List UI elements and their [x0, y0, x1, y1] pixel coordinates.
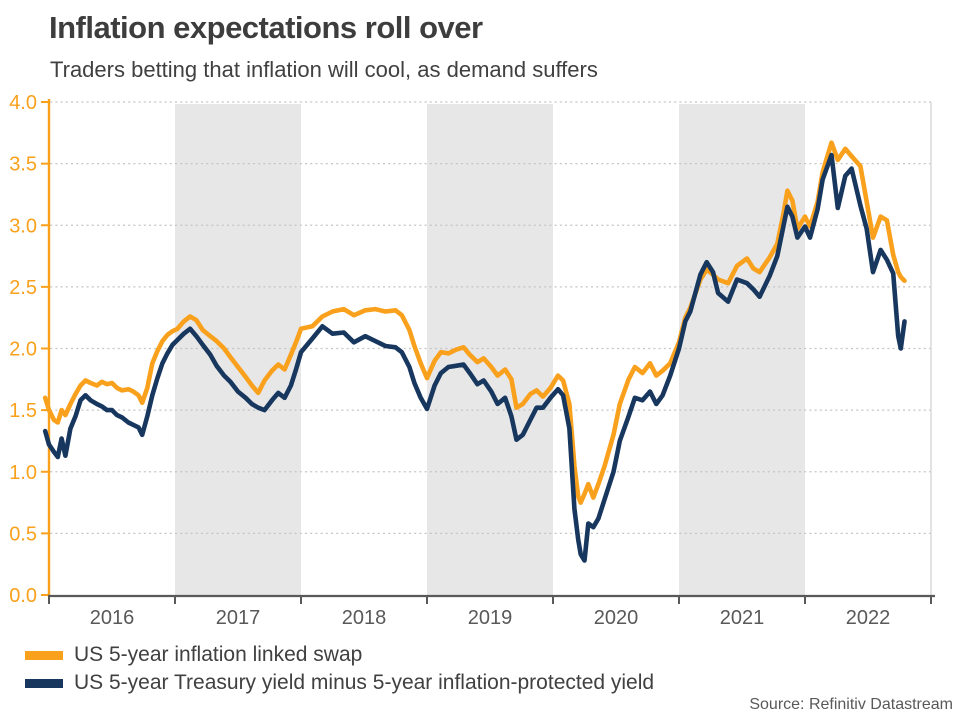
- y-tick-label: 3.0: [9, 215, 37, 237]
- y-tick-label: 0.5: [9, 523, 37, 545]
- x-tick-label: 2020: [594, 607, 639, 629]
- legend-label-breakeven: US 5-year Treasury yield minus 5-year in…: [74, 671, 655, 694]
- legend-item-swap: US 5-year inflation linked swap: [25, 641, 654, 669]
- x-tick-label: 2018: [342, 607, 387, 629]
- y-tick-label: 4.0: [9, 92, 37, 114]
- legend: US 5-year inflation linked swap US 5-yea…: [25, 641, 654, 697]
- chart-title: Inflation expectations roll over: [49, 10, 483, 45]
- x-tick-label: 2017: [216, 607, 261, 629]
- legend-label-swap: US 5-year inflation linked swap: [74, 643, 363, 666]
- y-tick-label: 2.0: [9, 339, 37, 361]
- year-band-2019: [427, 104, 553, 595]
- y-tick-label: 3.5: [9, 154, 37, 176]
- source-note: Source: Refinitiv Datastream: [749, 696, 953, 713]
- x-tick-label: 2022: [846, 607, 891, 629]
- y-tick-label: 0.0: [9, 585, 37, 607]
- y-tick-label: 1.5: [9, 400, 37, 422]
- year-band-2021: [679, 104, 805, 595]
- series-line-breakeven: [42, 152, 907, 563]
- legend-swatch-breakeven: [25, 678, 63, 688]
- x-tick-label: 2021: [720, 607, 765, 629]
- chart-subtitle: Traders betting that inflation will cool…: [50, 57, 598, 82]
- year-band-2017: [175, 104, 301, 595]
- y-tick-label: 1.0: [9, 462, 37, 484]
- y-tick-label: 2.5: [9, 277, 37, 299]
- legend-item-breakeven: US 5-year Treasury yield minus 5-year in…: [25, 669, 654, 697]
- x-tick-label: 2016: [90, 607, 135, 629]
- series-line-swap: [42, 140, 907, 505]
- x-tick-label: 2019: [468, 607, 513, 629]
- line-chart-plot: 0.0 0.5 1.0 1.5 2.0 2.5 3.0 3.5 4.0 2016 2017 2018 2…: [9, 92, 935, 629]
- legend-swatch-swap: [25, 650, 63, 660]
